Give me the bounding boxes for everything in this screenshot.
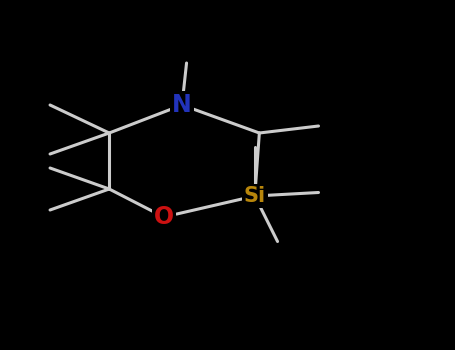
Text: Si: Si [244,186,266,206]
Text: N: N [172,93,192,117]
Text: O: O [154,205,174,229]
